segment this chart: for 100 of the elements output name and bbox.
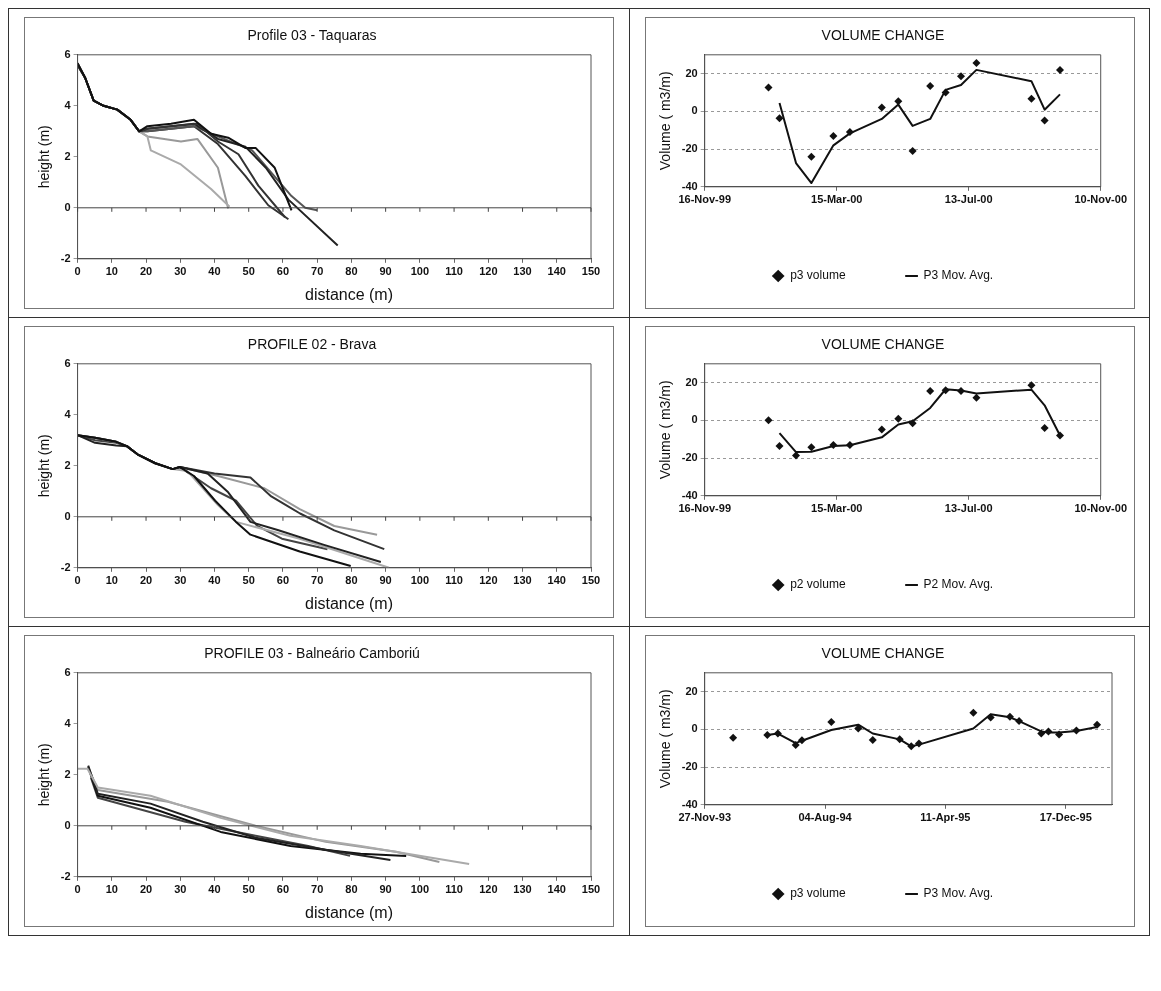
y-tick-label: 4 — [64, 716, 72, 729]
x-tick-label: 70 — [311, 265, 324, 278]
x-tick-label: 80 — [345, 265, 358, 278]
x-axis-title: distance (m) — [304, 285, 394, 304]
x-tick-label: 40 — [208, 883, 221, 896]
y-tick-label: 6 — [64, 47, 71, 60]
chart-title: PROFILE 02 - Brava — [247, 336, 377, 353]
y-tick-label: 4 — [64, 407, 72, 420]
x-tick-label: 16-Nov-99 — [677, 193, 731, 206]
y-tick-label: -40 — [681, 797, 698, 810]
x-tick-label: 100 — [410, 574, 430, 587]
chart-title: VOLUME CHANGE — [821, 27, 944, 44]
y-tick-label: 6 — [64, 356, 71, 369]
x-tick-label: 15-Mar-00 — [810, 193, 862, 206]
x-tick-label: 11-Apr-95 — [919, 811, 970, 824]
x-tick-label: 50 — [242, 265, 255, 278]
chart-title: Profile 03 - Taquaras — [247, 27, 377, 44]
x-axis-title: distance (m) — [304, 903, 394, 922]
x-tick-label: 120 — [479, 574, 498, 587]
y-tick-label: 2 — [64, 458, 71, 471]
y-tick-label: -2 — [60, 560, 71, 573]
x-tick-label: 0 — [74, 574, 81, 587]
legend-label: P3 Mov. Avg. — [923, 886, 993, 901]
x-tick-label: 120 — [479, 265, 498, 278]
y-axis-title: Volume ( m3/m) — [656, 380, 673, 480]
x-tick-label: 50 — [242, 574, 255, 587]
y-tick-label: -40 — [681, 488, 698, 501]
x-tick-label: 50 — [242, 883, 255, 896]
chart-title: PROFILE 03 - Balneário Camboriú — [204, 645, 420, 662]
y-tick-label: -40 — [681, 179, 698, 192]
x-tick-label: 150 — [581, 265, 601, 278]
x-tick-label: 20 — [139, 883, 153, 896]
legend-label: P3 Mov. Avg. — [923, 268, 993, 283]
legend-label: p3 volume — [789, 886, 846, 901]
x-tick-label: 20 — [139, 574, 153, 587]
y-tick-label: 0 — [691, 722, 698, 735]
y-tick-label: 4 — [64, 98, 72, 111]
y-tick-label: 0 — [691, 104, 698, 117]
y-axis-title: height (m) — [36, 434, 53, 498]
y-tick-label: 2 — [64, 767, 71, 780]
x-tick-label: 130 — [513, 265, 532, 278]
legend-label: p2 volume — [789, 577, 846, 592]
x-tick-label: 10-Nov-00 — [1073, 193, 1127, 206]
y-tick-label: -20 — [681, 760, 698, 773]
chart-title: VOLUME CHANGE — [821, 336, 944, 353]
x-tick-label: 0 — [74, 265, 81, 278]
x-tick-label: 16-Nov-99 — [677, 502, 731, 515]
x-tick-label: 110 — [445, 265, 463, 278]
x-tick-label: 90 — [379, 265, 392, 278]
legend-label: p3 volume — [789, 268, 846, 283]
x-tick-label: 130 — [513, 574, 532, 587]
x-tick-label: 100 — [410, 883, 430, 896]
x-tick-label: 30 — [174, 574, 187, 587]
x-tick-label: 150 — [581, 883, 601, 896]
y-tick-label: -20 — [681, 451, 698, 464]
x-tick-label: 140 — [547, 883, 566, 896]
y-tick-label: -2 — [60, 869, 71, 882]
x-tick-label: 110 — [445, 883, 463, 896]
x-tick-label: 70 — [311, 883, 324, 896]
x-tick-label: 90 — [379, 574, 392, 587]
x-axis-title: distance (m) — [304, 594, 394, 613]
y-tick-label: -2 — [60, 251, 71, 264]
x-tick-label: 60 — [276, 883, 290, 896]
chart-title: VOLUME CHANGE — [821, 645, 944, 662]
x-tick-label: 10 — [105, 883, 118, 896]
y-axis-title: height (m) — [36, 743, 53, 807]
y-axis-title: Volume ( m3/m) — [656, 71, 673, 171]
y-tick-label: 2 — [64, 149, 71, 162]
x-tick-label: 120 — [479, 883, 498, 896]
x-tick-label: 30 — [174, 883, 187, 896]
x-tick-label: 80 — [345, 883, 358, 896]
y-tick-label: 20 — [684, 375, 698, 388]
y-tick-label: -20 — [681, 142, 698, 155]
x-tick-label: 0 — [74, 883, 81, 896]
x-tick-label: 60 — [276, 574, 290, 587]
x-tick-label: 40 — [208, 265, 221, 278]
x-tick-label: 140 — [547, 265, 566, 278]
x-tick-label: 10-Nov-00 — [1073, 502, 1127, 515]
x-tick-label: 15-Mar-00 — [810, 502, 862, 515]
y-tick-label: 20 — [684, 684, 698, 697]
x-tick-label: 40 — [208, 574, 221, 587]
x-tick-label: 80 — [345, 574, 358, 587]
x-tick-label: 13-Jul-00 — [944, 502, 993, 515]
x-tick-label: 90 — [379, 883, 392, 896]
x-tick-label: 110 — [445, 574, 463, 587]
y-axis-title: Volume ( m3/m) — [656, 689, 673, 789]
x-tick-label: 27-Nov-93 — [677, 811, 731, 824]
x-tick-label: 17-Dec-95 — [1039, 811, 1092, 824]
legend-label: P2 Mov. Avg. — [923, 577, 993, 592]
y-tick-label: 6 — [64, 665, 71, 678]
x-tick-label: 60 — [276, 265, 290, 278]
x-tick-label: 130 — [513, 883, 532, 896]
x-tick-label: 10 — [105, 265, 118, 278]
x-tick-label: 13-Jul-00 — [944, 193, 993, 206]
x-tick-label: 04-Aug-94 — [797, 811, 853, 824]
y-axis-title: height (m) — [36, 125, 53, 189]
x-tick-label: 150 — [581, 574, 601, 587]
x-tick-label: 30 — [174, 265, 187, 278]
x-tick-label: 10 — [105, 574, 118, 587]
x-tick-label: 100 — [410, 265, 430, 278]
